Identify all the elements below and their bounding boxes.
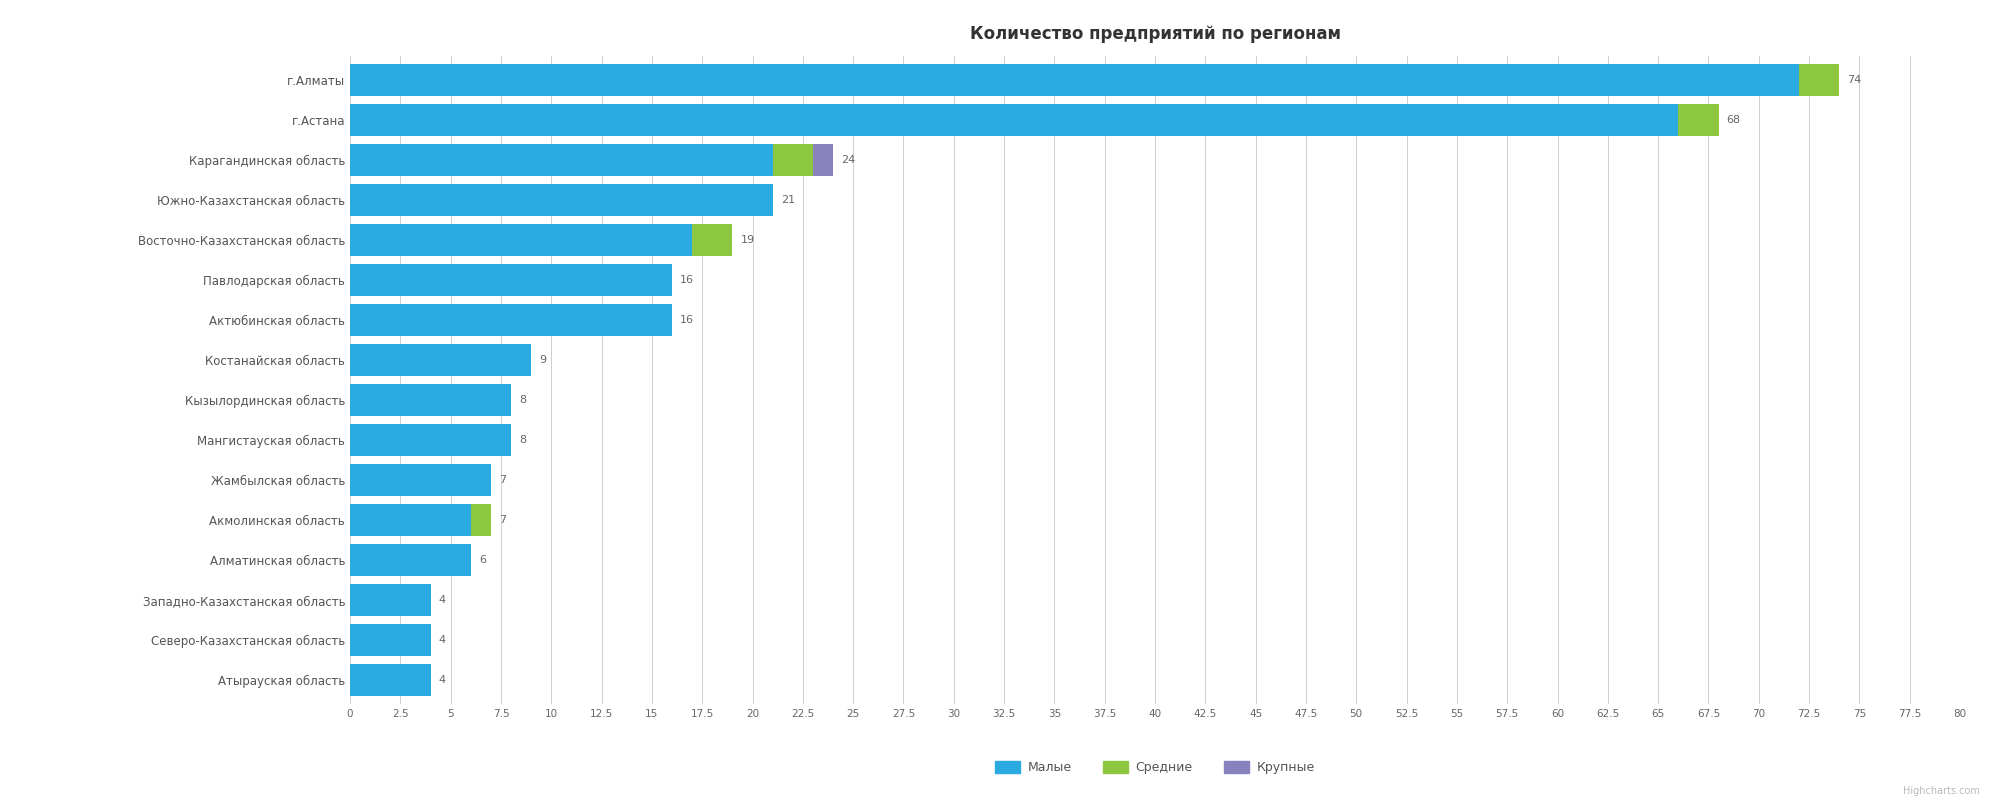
Bar (350, 303, 672, 336)
Bar (350, 504, 470, 536)
Text: 68: 68 (1726, 115, 1740, 125)
Text: 4: 4 (438, 595, 446, 605)
Text: 8: 8 (520, 435, 526, 445)
Text: 74: 74 (1848, 75, 1862, 85)
Bar (350, 624, 430, 656)
Text: 7: 7 (498, 475, 506, 485)
Text: 4: 4 (438, 675, 446, 685)
Text: 4: 4 (438, 635, 446, 645)
Bar (350, 584, 430, 616)
Bar (812, 143, 832, 176)
Bar (350, 103, 1678, 136)
Bar (350, 544, 470, 576)
Bar (470, 504, 490, 536)
Bar (350, 463, 490, 496)
Text: 7: 7 (498, 515, 506, 525)
Bar (772, 143, 812, 176)
Bar (350, 63, 1800, 96)
Legend: Малые, Средние, Крупные: Малые, Средние, Крупные (990, 756, 1320, 779)
Bar (350, 223, 692, 256)
Title: Количество предприятий по регионам: Количество предприятий по регионам (970, 26, 1340, 43)
Text: 21: 21 (780, 195, 794, 205)
Text: 9: 9 (540, 355, 546, 365)
Text: 16: 16 (680, 315, 694, 325)
Bar (350, 143, 772, 176)
Text: 19: 19 (740, 235, 754, 245)
Text: 6: 6 (478, 555, 486, 565)
Text: 8: 8 (520, 395, 526, 405)
Bar (1678, 103, 1718, 136)
Bar (1800, 63, 1840, 96)
Bar (350, 263, 672, 296)
Bar (350, 183, 772, 216)
Text: Highcharts.com: Highcharts.com (1904, 786, 1980, 796)
Bar (350, 664, 430, 696)
Text: 24: 24 (842, 155, 856, 165)
Bar (692, 223, 732, 256)
Bar (350, 383, 512, 416)
Bar (350, 424, 512, 456)
Bar (350, 344, 532, 376)
Text: 16: 16 (680, 275, 694, 285)
